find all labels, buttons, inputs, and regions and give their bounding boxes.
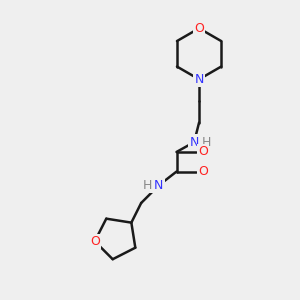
Text: N: N [190, 136, 199, 148]
Text: N: N [194, 73, 204, 86]
Text: O: O [194, 22, 204, 35]
Text: O: O [90, 235, 100, 248]
Text: O: O [198, 165, 208, 178]
Text: H: H [142, 179, 152, 192]
Text: O: O [198, 146, 208, 158]
Text: H: H [201, 136, 211, 148]
Text: N: N [154, 179, 164, 192]
